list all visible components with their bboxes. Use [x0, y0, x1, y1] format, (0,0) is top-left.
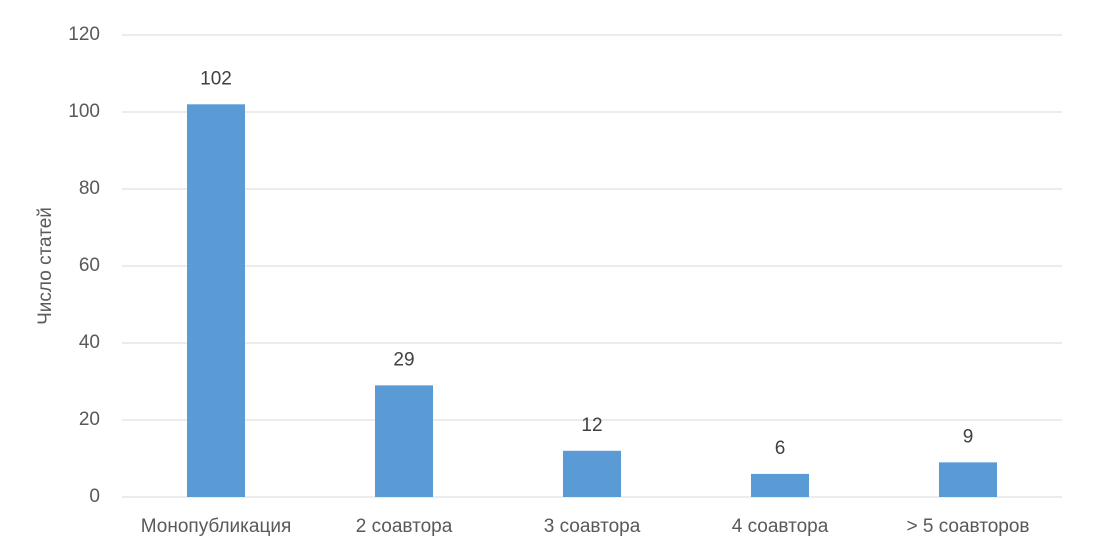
data-label: 9: [963, 426, 974, 447]
y-axis-label: Число статей: [35, 207, 56, 325]
y-tick-label: 80: [79, 178, 100, 199]
bar: [751, 473, 809, 497]
bar: [375, 385, 433, 497]
y-tick-label: 20: [79, 409, 100, 430]
y-tick-label: 60: [79, 255, 100, 276]
x-tick-label: 2 соавтора: [356, 516, 453, 537]
x-tick-label: 3 соавтора: [544, 516, 641, 537]
y-tick-label: 100: [68, 101, 100, 122]
data-label: 29: [393, 349, 414, 370]
x-tick-label: Монопубликация: [141, 516, 291, 537]
y-tick-label: 120: [68, 24, 100, 45]
x-tick-label: 4 соавтора: [732, 516, 829, 537]
y-tick-label: 0: [89, 486, 100, 507]
bar: [939, 462, 997, 497]
bar: [187, 104, 245, 498]
x-tick-label: > 5 соавторов: [906, 516, 1029, 537]
data-label: 102: [200, 68, 232, 89]
data-label: 12: [581, 415, 602, 436]
data-label: 6: [775, 438, 786, 459]
bar: [563, 450, 621, 497]
y-tick-label: 40: [79, 332, 100, 353]
